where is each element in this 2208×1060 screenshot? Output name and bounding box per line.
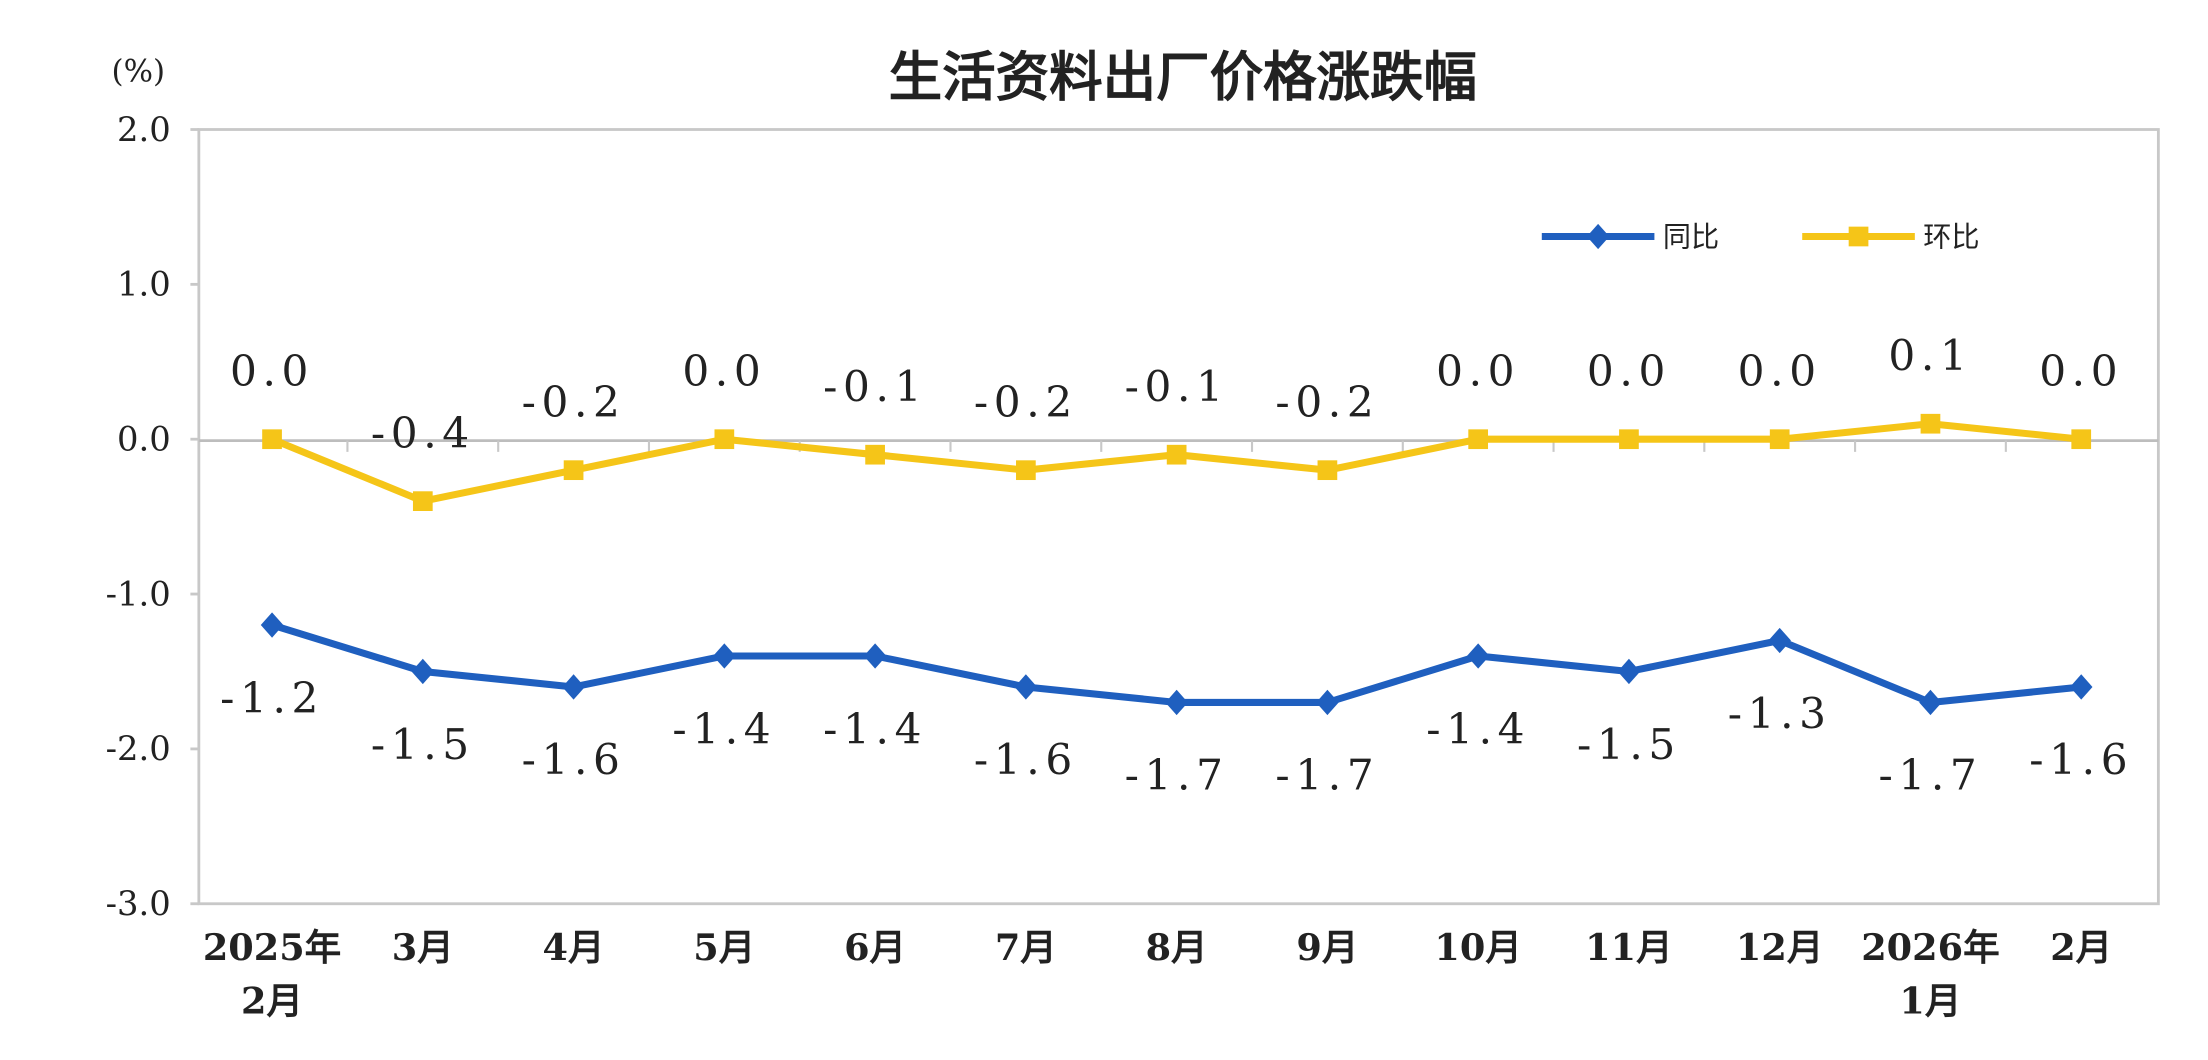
data-label: -0.4 [371, 409, 475, 458]
data-label: -1.6 [522, 735, 626, 784]
data-point [412, 491, 433, 511]
y-tick-label: 1.0 [117, 265, 171, 304]
data-point [1014, 674, 1038, 700]
data-label: -1.6 [974, 735, 1078, 784]
legend-label: 同比 [1663, 220, 1719, 253]
data-label: 0.0 [682, 347, 766, 396]
data-point [562, 674, 585, 700]
data-label: -1.7 [1275, 751, 1379, 800]
data-point [260, 612, 284, 638]
data-point [1316, 689, 1339, 716]
data-point [1617, 658, 1641, 685]
plot-area [197, 128, 2160, 906]
data-point [2071, 429, 2092, 450]
data-point [2069, 674, 2093, 700]
data-label: 0.0 [1587, 347, 1671, 396]
data-label: -1.2 [220, 673, 324, 722]
data-label: -1.3 [1728, 689, 1832, 738]
data-label: 0.0 [2039, 347, 2123, 396]
legend-marker [1586, 223, 1610, 250]
series-yoy: -1.2 -1.5 -1.6 -1.4 -1.4 -1.6 -1.7 -1.7 -1.4 -1.5… [220, 612, 2133, 800]
data-point [1768, 627, 1791, 654]
x-tick-label: 12月 [1736, 926, 1824, 969]
data-label: 0.0 [1738, 347, 1822, 396]
data-label: -1.4 [672, 704, 776, 753]
data-label: -0.2 [522, 378, 626, 427]
x-tick-label: 4月 [543, 926, 605, 969]
x-tick-label: 9月 [1296, 926, 1358, 969]
y-tick-label: -3.0 [106, 884, 171, 923]
data-point [865, 444, 885, 465]
data-point [713, 643, 736, 669]
x-tick-label: 2月 [241, 980, 303, 1023]
data-point [563, 460, 584, 481]
x-tick-label: 2026年 [1861, 926, 1999, 969]
data-label: -0.2 [1275, 378, 1379, 427]
data-label: 0.0 [230, 347, 314, 396]
data-label: -1.5 [1577, 720, 1681, 769]
y-tick-label: 2.0 [117, 110, 171, 149]
data-point [411, 658, 435, 685]
data-label: -0.1 [1125, 362, 1229, 411]
x-tick-label: 2月 [2050, 926, 2112, 969]
data-point [1468, 429, 1489, 450]
x-tick-label: 8月 [1146, 926, 1208, 969]
data-point [1466, 643, 1490, 669]
legend-label: 环比 [1923, 220, 1979, 253]
y-tick-label: 0.0 [117, 419, 171, 458]
data-point [1919, 689, 1942, 716]
x-tick-label: 3月 [392, 926, 454, 969]
data-label: -1.4 [1426, 704, 1530, 753]
legend: 同比 环比 [1541, 220, 1980, 253]
data-point [1317, 460, 1338, 481]
data-point [863, 643, 887, 669]
x-tick-label: 5月 [693, 926, 755, 969]
data-point [714, 429, 735, 450]
data-point [1166, 444, 1187, 465]
x-tick-label: 1月 [1899, 980, 1961, 1023]
chart-title: 生活资料出厂价格涨跌幅 [889, 46, 1477, 109]
legend-marker [1848, 226, 1869, 247]
y-axis-unit: (%) [112, 54, 166, 90]
data-label: 0.1 [1888, 331, 1972, 380]
data-point [1165, 689, 1188, 716]
series-mom: 0.0 -0.4 -0.2 0.0 -0.1 -0.2 -0.1 -0.2 0.0 0.0 0.0 0… [230, 331, 2123, 511]
y-tick-label: -1.0 [106, 574, 171, 613]
x-tick-label: 11月 [1585, 926, 1673, 969]
data-point [1619, 429, 1639, 450]
data-label: -1.7 [1125, 751, 1229, 800]
x-tick-label: 10月 [1434, 926, 1522, 969]
data-label: -0.1 [823, 362, 927, 411]
data-point [1769, 429, 1790, 450]
data-label: 0.0 [1436, 347, 1520, 396]
data-label: -1.6 [2029, 735, 2133, 784]
data-point [1920, 413, 1941, 434]
y-tick-label: -2.0 [106, 729, 171, 768]
x-tick-label: 6月 [844, 926, 906, 969]
data-label: -1.4 [823, 704, 927, 753]
data-point [1016, 460, 1036, 481]
data-label: -1.5 [371, 720, 475, 769]
data-point [262, 429, 282, 450]
data-label: -1.7 [1878, 751, 1982, 800]
x-tick-label: 2025年 [203, 926, 341, 969]
data-label: -0.2 [974, 378, 1078, 427]
x-tick-label: 7月 [995, 926, 1057, 969]
